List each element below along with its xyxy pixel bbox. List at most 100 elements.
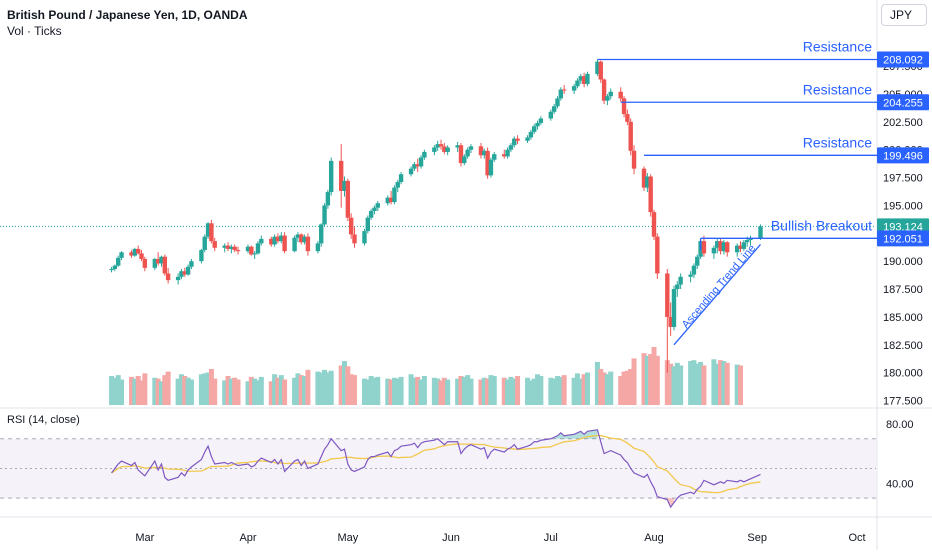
candle-body — [744, 240, 750, 243]
volume-bar — [651, 347, 657, 405]
candle-body — [585, 73, 590, 84]
candle-body — [505, 149, 510, 157]
volume-bar — [528, 380, 534, 405]
volume-bar — [222, 380, 228, 405]
volume-bar — [551, 378, 557, 405]
candle-body — [558, 89, 564, 99]
candle-body — [571, 86, 577, 91]
rsi-line — [111, 429, 761, 509]
volume-bar — [408, 374, 414, 405]
volume-bar — [375, 376, 381, 405]
candle-body — [738, 245, 743, 249]
volume-bar — [315, 371, 321, 405]
volume-bar — [282, 379, 288, 405]
candle-body — [328, 160, 334, 193]
volume-bar — [205, 372, 211, 405]
candle-body — [628, 121, 633, 151]
volume-bar — [455, 378, 461, 405]
volume-bar — [515, 376, 521, 405]
volume-bar — [501, 377, 507, 405]
candle-body — [305, 236, 311, 252]
volume-bar — [351, 375, 357, 405]
candle-body — [515, 138, 520, 141]
volume-bar — [348, 374, 354, 405]
candle-body — [325, 192, 331, 206]
candle-body — [272, 236, 277, 245]
candle-body — [315, 243, 321, 252]
currency-button[interactable]: JPY — [881, 4, 927, 26]
volume-bar — [468, 378, 474, 405]
volume-bar — [738, 365, 744, 405]
price-tag — [877, 51, 929, 68]
price-tag — [877, 230, 929, 247]
volume-bar — [245, 381, 251, 405]
volume-bar — [488, 375, 494, 405]
volume-bar — [255, 380, 261, 405]
candle-body — [492, 154, 497, 160]
candle-body — [432, 147, 437, 152]
time-axis: Mar Apr May Jun Jul Aug Sep Oct — [135, 532, 865, 544]
volume-bar — [678, 365, 684, 405]
volume-bar — [508, 376, 514, 405]
volume-bar — [601, 372, 607, 405]
volume-bar — [724, 362, 730, 405]
time-tick-label: Jun — [442, 532, 460, 544]
price-tag-label: 204.255 — [883, 97, 923, 109]
candle-body — [691, 265, 697, 275]
candle-body — [528, 131, 534, 138]
volume-bar — [175, 378, 181, 405]
volume-bar — [278, 375, 284, 405]
candle-body — [525, 137, 530, 141]
volume-bar — [295, 373, 301, 405]
annotation-layer: Resistance Resistance Resistance Bullish Br… — [597, 39, 877, 346]
volume-bar — [561, 375, 567, 405]
volume-bar — [115, 375, 121, 405]
volume-bar — [435, 378, 441, 405]
volume-bar — [135, 376, 141, 405]
volume-bar — [112, 377, 118, 405]
candle-body — [408, 168, 414, 175]
candle-body — [655, 236, 660, 274]
candle-body — [645, 176, 650, 188]
volume-bar — [385, 378, 391, 405]
candle-body — [601, 79, 607, 101]
volume-bar — [398, 376, 404, 405]
candle-body — [292, 237, 297, 252]
volume-bar — [721, 361, 727, 405]
candle-body — [345, 180, 351, 218]
volume-bar — [119, 379, 125, 405]
volume-bar — [734, 364, 740, 405]
candle-body — [209, 223, 214, 242]
candle-body — [688, 274, 693, 277]
candle-body — [398, 174, 404, 183]
time-tick-label: May — [337, 532, 358, 544]
candle-body — [422, 151, 427, 158]
candle-body — [482, 150, 487, 156]
volume-bar — [109, 376, 115, 405]
candle-body — [205, 223, 211, 237]
candle-body — [279, 235, 284, 242]
candle-body — [701, 241, 707, 254]
resistance-label: Resistance — [803, 39, 872, 55]
candle-body — [648, 176, 653, 213]
candle-body — [445, 147, 450, 152]
volume-bar — [298, 375, 304, 405]
candle-body — [435, 144, 440, 148]
candle-body — [741, 242, 747, 249]
candle-body — [348, 217, 354, 235]
volume-bar — [441, 377, 447, 405]
candle-body — [625, 114, 630, 122]
candle-body — [465, 149, 470, 157]
candle-body — [352, 234, 357, 244]
candle-body — [488, 159, 494, 176]
candle-body — [222, 245, 227, 248]
candle-body — [721, 242, 727, 252]
breakout-label: Bullish Breakout — [771, 217, 872, 233]
candle-body — [259, 238, 264, 244]
candle-body — [212, 241, 217, 248]
symbol-title: British Pound / Japanese Yen, 1D, OANDA — [7, 8, 248, 22]
price-tick-label: 185.000 — [883, 312, 923, 324]
price-axis: 207.500205.000202.500200.000197.500195.0… — [877, 51, 929, 408]
volume-bar — [485, 378, 491, 405]
